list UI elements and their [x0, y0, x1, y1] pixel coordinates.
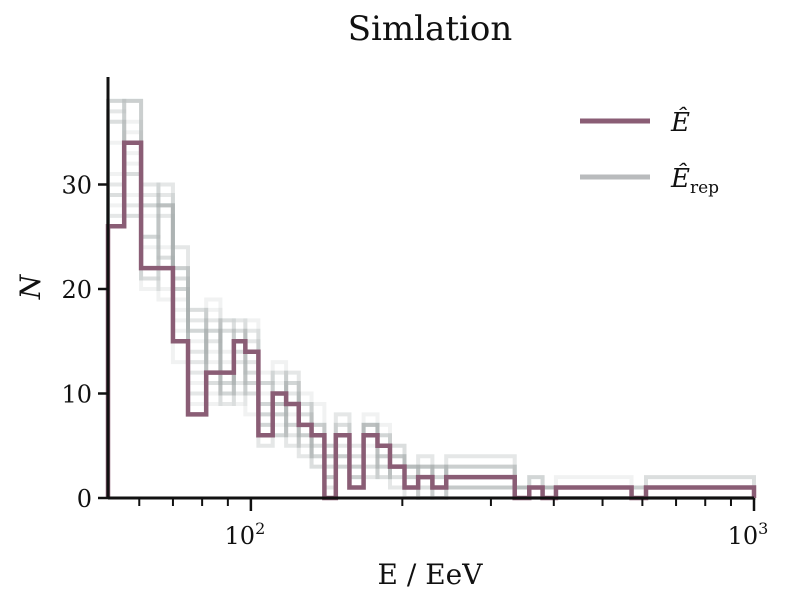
replicate-histogram-line [106, 98, 756, 500]
main-histogram-line [105, 140, 757, 501]
replicate-histogram-line [106, 98, 756, 500]
y-axis-label: N [14, 273, 47, 300]
legend: Ê Êrep [580, 106, 719, 198]
replicate-histogram-line [106, 98, 756, 500]
legend-label-main: Ê [670, 106, 690, 138]
y-tick-label: 10 [61, 381, 92, 409]
axes [106, 77, 754, 500]
replicate-histogram-line [106, 203, 754, 500]
replicate-histogram-line [106, 172, 756, 500]
x-tick-label: 102 [225, 519, 266, 550]
x-axis-label: E / EeV [378, 558, 484, 591]
main-histogram [105, 140, 757, 501]
replicate-histograms [106, 98, 756, 500]
y-ticks: 0 10 20 30 [61, 172, 108, 513]
y-tick-label: 20 [61, 276, 92, 304]
x-tick-label: 103 [728, 519, 769, 550]
legend-label-replicate: Êrep [670, 162, 719, 198]
y-tick-label: 0 [77, 485, 92, 513]
y-tick-label: 30 [61, 172, 92, 200]
x-ticks: 102 103 [138, 498, 769, 550]
chart-title: Simlation [348, 9, 512, 49]
